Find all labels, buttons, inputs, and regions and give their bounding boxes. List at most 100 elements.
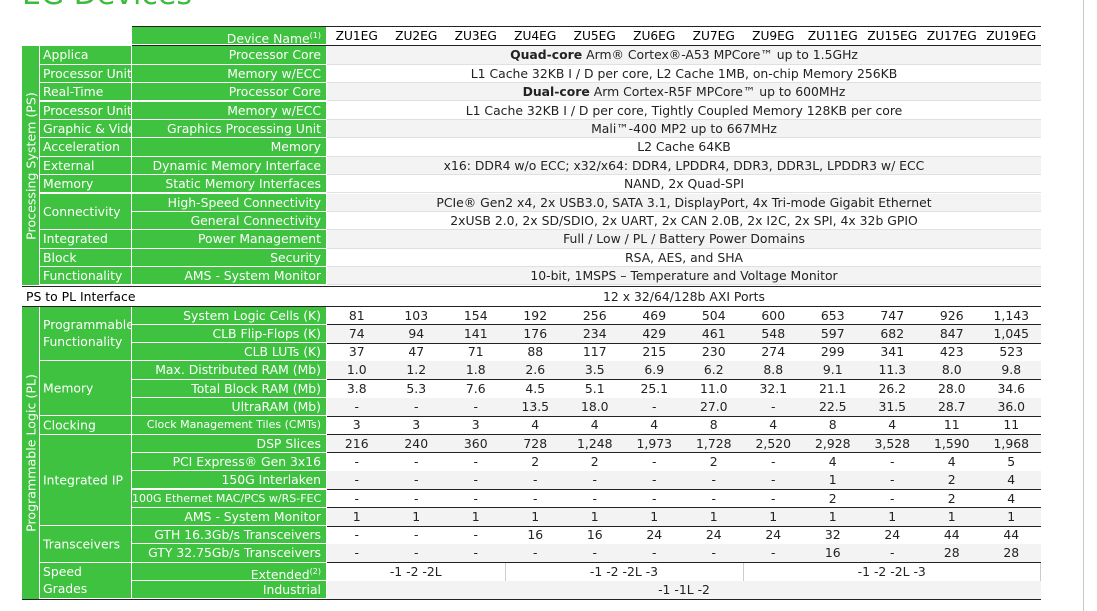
- speed-extended-text: Extended: [250, 566, 310, 581]
- pl-feature-label: Max. Distributed RAM (Mb): [132, 361, 326, 380]
- ps-pl-bottom-rule: [22, 305, 1041, 307]
- pl-value-cell: 11.0: [699, 380, 728, 396]
- device-column-header: ZU9EG: [752, 29, 795, 43]
- pl-value-cell: 1.0: [327, 361, 387, 380]
- pl-value-cell: -: [743, 471, 803, 490]
- pl-value-cell: 71: [467, 344, 484, 360]
- pl-value-cell: 4: [888, 417, 897, 433]
- pl-value-cell: 28: [981, 544, 1041, 563]
- pl-value-cell: 4.5: [525, 380, 546, 396]
- device-column-header: ZU2EG: [395, 29, 438, 43]
- ps-feature-value: Mali™-400 MP2 up to 667MHz: [327, 119, 1041, 139]
- ps-feature-label: Power Management: [132, 230, 326, 249]
- pl-value-cell: -: [446, 398, 506, 417]
- ps-value-emphasis: Quad-core: [510, 47, 583, 63]
- pl-value-cell: -: [414, 527, 419, 543]
- pl-value-cell: 747: [880, 307, 905, 323]
- pl-value-cell: -: [652, 490, 657, 506]
- pl-value-cell: 11.3: [862, 361, 922, 380]
- pl-value-cell: 117: [582, 344, 607, 360]
- pl-value-cell: -: [624, 544, 684, 563]
- pl-value-cell: -: [624, 471, 684, 490]
- ps-value-text: RSA, AES, and SHA: [624, 249, 743, 265]
- device-column-header: ZU1EG: [335, 29, 378, 43]
- ps-feature-label: Dynamic Memory Interface: [132, 156, 326, 176]
- pl-value-cell: 1,968: [981, 434, 1041, 453]
- pl-value-cell: 4: [1007, 490, 1016, 506]
- pl-value-cell: 44: [1003, 527, 1020, 543]
- pl-category-programmable: Programmable Functionality: [40, 306, 132, 362]
- pl-value-cell: -: [652, 453, 657, 469]
- pl-value-cell: 2: [531, 453, 540, 469]
- speed-extended-group: -1 -2 -2L -3: [506, 562, 744, 581]
- pl-value-cell: -: [533, 490, 538, 506]
- ps-feature-label: Processor Core: [132, 46, 326, 65]
- pl-category-text: Integrated IP: [43, 472, 123, 488]
- pl-value-cell: -: [505, 471, 565, 490]
- pl-value-cell: 1: [743, 507, 803, 527]
- ps-to-pl-value: 12 x 32/64/128b AXI Ports: [603, 288, 765, 304]
- pl-value-cell: 24: [765, 527, 782, 543]
- right-divider: [1083, 0, 1084, 611]
- ps-value-text: L1 Cache 32KB I / D per core, Tightly Co…: [465, 102, 903, 118]
- device-column-header: ZU5EG: [573, 29, 616, 43]
- ps-feature-label: Static Memory Interfaces: [132, 175, 326, 194]
- pl-value-cell: 32.1: [759, 380, 788, 396]
- ps-value-text: Mali™-400 MP2 up to 667MHz: [591, 120, 777, 136]
- pl-value-cell: 523: [999, 344, 1024, 360]
- pl-feature-label: Total Block RAM (Mb): [132, 379, 326, 398]
- pl-feature-label: UltraRAM (Mb): [132, 398, 326, 417]
- pl-value-cell: 3: [471, 417, 480, 433]
- pl-value-cell: 1: [803, 507, 863, 527]
- ps-value-text: x16: DDR4 w/o ECC; x32/x64: DDR4, LPDDR4…: [443, 157, 925, 173]
- ps-feature-label: Memory w/ECC: [132, 64, 326, 84]
- pl-value-cell: 7.6: [465, 380, 486, 396]
- pl-row-rule: [327, 489, 1041, 490]
- page-title: EG Devices: [22, 0, 192, 10]
- pl-row-rule: [327, 525, 1041, 527]
- pl-value-cell: 36.0: [981, 398, 1041, 417]
- pl-value-cell: 1: [624, 507, 684, 527]
- pl-value-cell: 1: [505, 507, 565, 527]
- pl-value-cell: -: [771, 490, 776, 506]
- pl-value-cell: 230: [701, 344, 726, 360]
- pl-value-cell: 2.6: [505, 361, 565, 380]
- pl-value-cell: -: [414, 453, 419, 469]
- pl-feature-label: Clock Management Tiles (CMTs): [132, 416, 326, 435]
- ps-feature-value: L2 Cache 64KB: [327, 138, 1041, 157]
- header-rule: [132, 45, 1041, 47]
- pl-value-cell: 4: [531, 417, 540, 433]
- ps-category-label: Real-Time: [40, 83, 132, 102]
- ps-category-label: Applica: [40, 46, 132, 65]
- pl-value-cell: -: [743, 398, 803, 417]
- pl-value-cell: 1: [862, 507, 922, 527]
- pl-row-rule: [327, 452, 1041, 454]
- pl-value-cell: 216: [327, 434, 387, 453]
- pl-value-cell: 429: [624, 324, 684, 344]
- device-column-header: ZU6EG: [633, 29, 676, 43]
- pl-value-cell: -: [327, 471, 387, 490]
- pl-value-cell: 682: [862, 324, 922, 344]
- pl-value-cell: 4: [947, 453, 956, 469]
- pl-value-cell: 1,045: [981, 324, 1041, 344]
- pl-value-cell: 3.5: [565, 361, 625, 380]
- ps-category-label: Processor Unit: [40, 64, 132, 84]
- device-column-header: ZU15EG: [867, 29, 918, 43]
- pl-category-text: Clocking: [43, 417, 96, 433]
- pl-value-cell: 27.0: [684, 398, 744, 417]
- device-name-footnote: (1): [309, 31, 321, 40]
- ps-feature-value: Dual-core Arm Cortex-R5F MPCore™ up to 6…: [327, 83, 1041, 102]
- pl-value-cell: -: [354, 453, 359, 469]
- table-bottom-rule: [22, 599, 1041, 601]
- pl-category-transceivers: Transceivers: [40, 526, 132, 563]
- ps-feature-label: Memory w/ECC: [132, 101, 326, 120]
- pl-value-cell: -: [354, 527, 359, 543]
- ps-value-text: NAND, 2x Quad-SPI: [623, 176, 745, 192]
- device-column-header: ZU19EG: [986, 29, 1037, 43]
- pl-value-cell: 234: [565, 324, 625, 344]
- ps-feature-label: Security: [132, 248, 326, 268]
- pl-value-cell: 4: [769, 417, 778, 433]
- pl-value-cell: 299: [820, 344, 845, 360]
- pl-value-cell: 16: [586, 527, 603, 543]
